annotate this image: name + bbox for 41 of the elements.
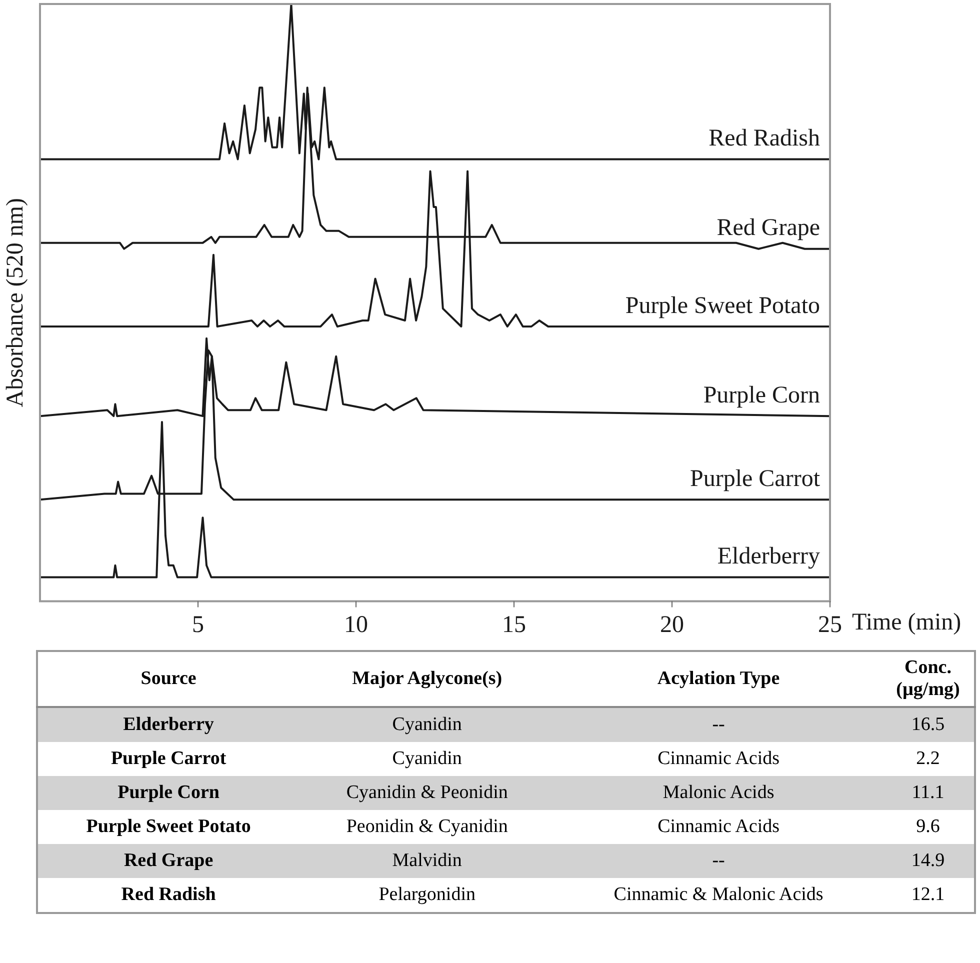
series-label: Red Grape	[716, 215, 820, 242]
x-tick-label: 15	[502, 612, 526, 638]
series-label: Elderberry	[717, 544, 820, 570]
text: Malvidin	[299, 844, 556, 878]
text: Purple Carrot	[110, 747, 228, 771]
x-axis-title: Time (min)	[852, 609, 962, 636]
text: Source	[37, 651, 300, 707]
text: Red Radish	[120, 883, 217, 907]
text: 2.2	[915, 747, 941, 771]
text: Major Aglycone(s)	[299, 651, 556, 707]
x-tick-label: 25	[818, 612, 842, 638]
series-label: Purple Carrot	[690, 466, 820, 492]
text: Cyanidin & Peonidin	[299, 776, 556, 810]
text: Conc. (µg/mg)	[882, 651, 975, 707]
text: --	[555, 707, 882, 742]
series-label: Purple Sweet Potato	[625, 292, 820, 319]
text: Purple Sweet Potato	[85, 815, 252, 839]
text: 11.1	[882, 776, 975, 810]
y-axis-title: Absorbance (520 nm)	[2, 198, 28, 408]
text: --	[555, 844, 882, 878]
text: Cinnamic Acids	[656, 747, 780, 771]
text: 16.5	[882, 707, 975, 742]
text: Peonidin & Cyanidin	[345, 815, 509, 839]
text: Cinnamic Acids	[656, 815, 780, 839]
text: 14.9	[882, 844, 975, 878]
text: Acylation Type	[555, 651, 882, 707]
text: Purple Corn	[37, 776, 300, 810]
text: Red Grape	[37, 844, 300, 878]
text: Cyanidin	[299, 707, 556, 742]
x-tick-label: 10	[344, 612, 368, 638]
text: Cyanidin	[391, 747, 463, 771]
text: 9.6	[915, 815, 941, 839]
series-label: Purple Corn	[703, 382, 820, 408]
x-tick-label: 5	[192, 612, 204, 638]
text: Malonic Acids	[555, 776, 882, 810]
text: 12.1	[910, 883, 946, 907]
text: Cinnamic & Malonic Acids	[612, 883, 824, 907]
text: Elderberry	[37, 707, 300, 742]
text: Pelargonidin	[378, 883, 476, 907]
x-tick-label: 20	[660, 612, 684, 638]
series-label: Red Radish	[708, 126, 820, 152]
